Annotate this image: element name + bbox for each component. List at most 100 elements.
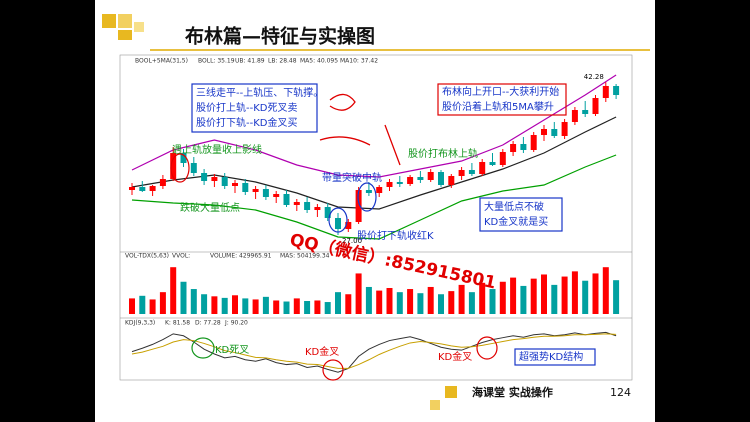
volume-label: VOL-TDX(5,63) xyxy=(125,253,169,260)
volume-bar xyxy=(283,301,290,314)
volume-bar xyxy=(324,302,331,314)
annotation: 股价打下轨--KD金叉买 xyxy=(196,116,297,129)
annotation: 大量低点不破 xyxy=(484,200,544,213)
volume-bar xyxy=(468,292,475,314)
candle-body xyxy=(489,162,496,165)
volume-bar xyxy=(376,290,383,314)
plot: 42.28 27.00 xyxy=(129,73,620,373)
volume-bar xyxy=(510,277,517,314)
note-box xyxy=(479,197,563,232)
volume-bar xyxy=(314,300,321,314)
price-label: 42.28 xyxy=(584,73,604,81)
highlight-circle xyxy=(476,336,498,360)
bollinger-upper xyxy=(131,74,617,178)
candle-body xyxy=(510,144,517,152)
candle-body xyxy=(273,194,280,197)
volume-bar xyxy=(427,286,434,314)
candle-body xyxy=(283,194,290,205)
highlight-circle xyxy=(322,359,344,381)
toolbar-item: MA10: 37.42 xyxy=(340,58,378,65)
candle-body xyxy=(458,170,465,176)
candle-body xyxy=(499,152,506,165)
volume-bar xyxy=(582,280,589,314)
candle-body xyxy=(129,187,135,190)
candle-body xyxy=(180,153,187,163)
candle-body xyxy=(314,207,321,210)
candle-body xyxy=(335,218,341,229)
volume-bar xyxy=(335,292,341,314)
chart-frame xyxy=(119,54,633,381)
annotation: 遇上轨放量收上影线 xyxy=(172,143,262,156)
candle-body xyxy=(201,173,208,181)
candle-body xyxy=(613,86,620,95)
volume-bar xyxy=(571,271,578,314)
annotation: 带量突破中轨 xyxy=(322,171,382,184)
volume-bar xyxy=(252,299,259,314)
volume-bar xyxy=(520,285,527,314)
footer-brand: 海课堂 实战操作 xyxy=(472,385,553,399)
candle-body xyxy=(438,172,444,185)
volume-bar xyxy=(541,274,547,314)
note-box xyxy=(514,348,596,366)
volume-bar xyxy=(561,276,568,314)
volume-bar xyxy=(273,300,280,314)
volume-bar xyxy=(499,281,506,314)
candle-body xyxy=(139,187,146,191)
price-label: 27.00 xyxy=(342,237,362,245)
toolbar-item: LB: 28.48 xyxy=(268,58,297,65)
candle-body xyxy=(520,144,527,150)
annotation: 布林向上开口--大获利开始 xyxy=(442,85,559,98)
volume-bar xyxy=(602,267,609,314)
volume-bar xyxy=(407,289,414,314)
annotation: 三线走平--上轨压、下轨撑。 xyxy=(196,86,323,99)
note-box xyxy=(191,83,318,133)
volume-bar xyxy=(159,292,166,314)
candle-body xyxy=(592,98,599,114)
toolbar-item: BOLL: 35.19 xyxy=(198,58,235,65)
volume-bar xyxy=(293,298,300,314)
highlight-circle xyxy=(191,337,215,359)
bollinger-lower xyxy=(131,154,617,240)
candle-body xyxy=(293,202,300,205)
volume-bar xyxy=(386,288,393,314)
volume-bar xyxy=(221,297,228,314)
highlight-circle xyxy=(357,182,377,212)
candle-body xyxy=(417,177,424,180)
volume-bar xyxy=(180,281,187,314)
candle-body xyxy=(170,153,177,179)
candle-body xyxy=(448,176,455,185)
volume-bar xyxy=(530,278,537,314)
page-number: 124 xyxy=(610,386,631,399)
volume-bar xyxy=(129,298,135,314)
volume-bar xyxy=(489,289,496,314)
candle-body xyxy=(242,183,249,192)
candle-body xyxy=(530,135,537,150)
candle-body xyxy=(551,129,558,136)
candle-body xyxy=(304,202,311,210)
volume-bar xyxy=(479,282,486,314)
candle-body xyxy=(221,177,228,186)
volume-bar xyxy=(345,294,352,314)
candle-body xyxy=(582,110,589,114)
candle-body xyxy=(541,129,547,135)
candle-body xyxy=(571,110,578,122)
footer-logo xyxy=(430,386,457,410)
candle-body xyxy=(355,190,362,222)
candle-body xyxy=(468,170,475,174)
candle-body xyxy=(396,182,403,184)
kd-annotation: KD金叉 xyxy=(305,345,339,358)
volume-bar xyxy=(355,273,362,314)
handwriting xyxy=(319,93,401,166)
title: 布林篇—特征与实操图 xyxy=(185,25,375,48)
candle-body xyxy=(159,179,166,186)
note-box xyxy=(437,83,567,116)
volume-bar xyxy=(304,301,311,314)
candle-body xyxy=(376,187,383,193)
volume-header: VOL-TDX(5,63) VVOL: VOLUME: 429965.91 MA… xyxy=(125,253,330,260)
kd-annotation: KD金叉 xyxy=(438,350,472,363)
kd-annotation: KD死叉 xyxy=(215,344,249,356)
annotation: 股价沿着上轨和5MA攀升 xyxy=(442,100,554,113)
candle-body xyxy=(232,183,238,186)
candle-body xyxy=(252,189,259,192)
volume-bar xyxy=(149,299,156,314)
